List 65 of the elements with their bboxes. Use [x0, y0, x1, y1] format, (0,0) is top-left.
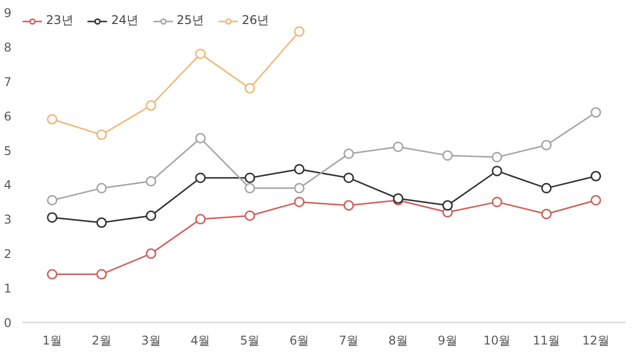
x-tick-label: 1월: [42, 334, 62, 348]
legend-label: 24년: [111, 12, 139, 29]
point: [195, 214, 206, 224]
point: [96, 217, 107, 228]
y-tick-label: 9: [4, 6, 12, 20]
point: [492, 196, 502, 208]
point: [146, 248, 156, 259]
y-tick-label: 8: [4, 40, 12, 54]
legend-label: 23년: [46, 12, 74, 29]
point: [195, 172, 206, 184]
legend-label: 25년: [176, 12, 204, 29]
point: [195, 48, 206, 60]
point: [541, 208, 552, 220]
point: [46, 212, 58, 223]
point: [492, 152, 502, 162]
point: [492, 166, 502, 176]
x-tick-label: 5월: [240, 334, 260, 348]
point: [96, 130, 107, 140]
x-tick-label: 7월: [338, 334, 359, 348]
y-tick-label: 5: [4, 144, 12, 158]
point: [343, 148, 354, 159]
x-tick-label: 2월: [92, 334, 112, 348]
x-tick-label: 4월: [190, 334, 210, 348]
point: [294, 196, 305, 208]
x-tick-label: 3월: [141, 334, 161, 348]
x-tick-label: 11월: [532, 334, 560, 348]
point: [146, 176, 156, 187]
point: [343, 200, 354, 211]
legend-label: 26년: [242, 12, 270, 29]
point: [46, 114, 58, 125]
y-tick-label: 2: [4, 247, 12, 262]
x-tick-label: 12월: [582, 334, 610, 348]
point: [46, 194, 58, 206]
point: [244, 210, 256, 221]
y-tick-label: 0: [4, 316, 12, 330]
y-tick-label: 7: [4, 74, 12, 89]
x-tick-label: 8월: [388, 334, 408, 348]
point: [96, 269, 107, 280]
y-tick-label: 6: [4, 109, 12, 124]
x-tick-label: 10월: [483, 334, 511, 348]
point: [244, 83, 256, 94]
x-tick-label: 9월: [438, 334, 458, 348]
point: [541, 182, 552, 194]
point: [146, 210, 156, 221]
point: [195, 132, 206, 144]
point: [146, 100, 156, 111]
point: [244, 172, 256, 184]
point: [590, 107, 602, 118]
point: [442, 150, 453, 161]
point: [590, 170, 602, 182]
point: [96, 182, 107, 194]
point: [343, 172, 354, 184]
point: [392, 142, 404, 152]
point: [46, 269, 58, 280]
point: [442, 200, 453, 211]
point: [541, 140, 552, 150]
point: [244, 182, 256, 194]
point: [294, 182, 305, 194]
x-tick-label: 6월: [289, 334, 310, 348]
y-tick-label: 3: [4, 212, 12, 227]
point: [294, 26, 305, 37]
y-tick-label: 4: [4, 178, 12, 192]
point: [294, 164, 305, 174]
y-tick-label: 1: [4, 282, 12, 296]
point: [590, 194, 602, 206]
